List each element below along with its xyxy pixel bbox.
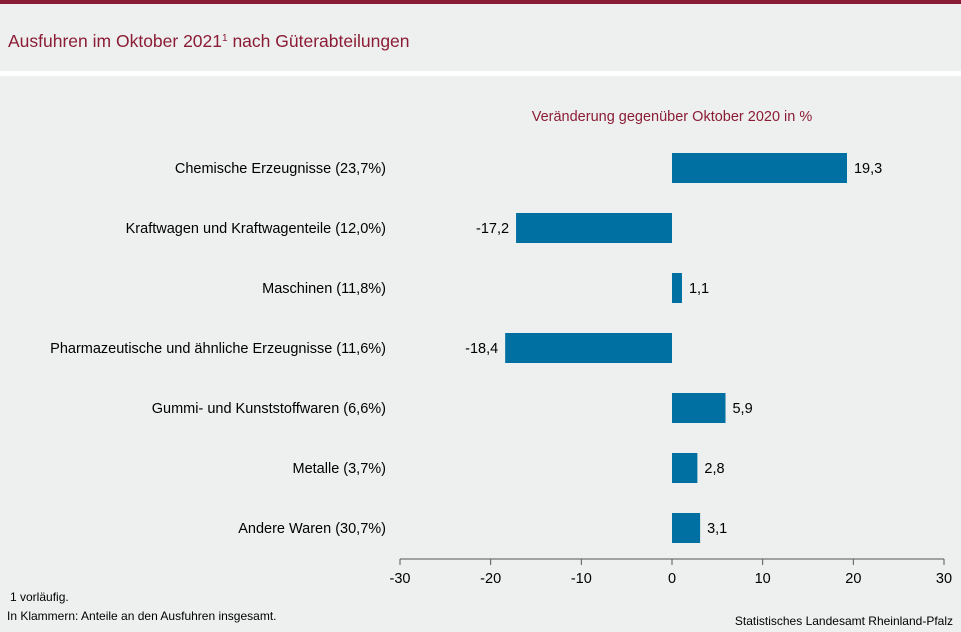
source-label: Statistisches Landesamt Rheinland-Pfalz: [734, 614, 953, 628]
value-label: -17,2: [476, 221, 509, 237]
x-tick-label: 10: [755, 571, 771, 587]
bar: [672, 273, 682, 303]
bar: [672, 393, 726, 423]
category-label: Andere Waren (30,7%): [238, 521, 386, 537]
title-separator: [0, 71, 961, 76]
value-label: 5,9: [732, 401, 752, 417]
bar: [672, 453, 698, 483]
chart-title: Ausfuhren im Oktober 20211 nach Güterabt…: [8, 31, 410, 52]
x-tick-label: 30: [936, 571, 952, 587]
bar: [672, 153, 847, 183]
category-label: Maschinen (11,8%): [262, 281, 386, 297]
category-label: Metalle (3,7%): [293, 461, 386, 477]
value-label: -18,4: [465, 341, 498, 357]
value-label: 19,3: [854, 161, 882, 177]
bar: [516, 213, 672, 243]
title-area: Ausfuhren im Oktober 20211 nach Güterabt…: [0, 4, 961, 71]
value-label: 1,1: [689, 281, 709, 297]
title-footnote-mark: 1: [222, 33, 228, 44]
top-accent-bar: [0, 0, 961, 4]
value-label: 3,1: [707, 521, 727, 537]
chart-subtitle: Veränderung gegenüber Oktober 2020 in %: [532, 109, 813, 125]
value-label: 2,8: [704, 461, 724, 477]
footnote-shares: In Klammern: Anteile an den Ausfuhren in…: [7, 609, 277, 623]
category-label: Kraftwagen und Kraftwagenteile (12,0%): [126, 221, 386, 237]
category-label: Pharmazeutische und ähnliche Erzeugnisse…: [50, 341, 386, 357]
x-tick-label: -30: [390, 571, 411, 587]
bar: [505, 333, 672, 363]
x-tick-label: 20: [845, 571, 861, 587]
bar: [672, 513, 701, 543]
chart-title-suffix: nach Güterabteilungen: [227, 31, 410, 51]
chart-title-text: Ausfuhren im Oktober 2021: [8, 31, 223, 51]
x-tick-label: 0: [668, 571, 676, 587]
x-tick-label: -10: [571, 571, 592, 587]
x-tick-label: -20: [480, 571, 501, 587]
footnote-provisional: 1 vorläufig.: [10, 590, 69, 604]
category-label: Gummi- und Kunststoffwaren (6,6%): [152, 401, 386, 417]
category-label: Chemische Erzeugnisse (23,7%): [175, 161, 386, 177]
